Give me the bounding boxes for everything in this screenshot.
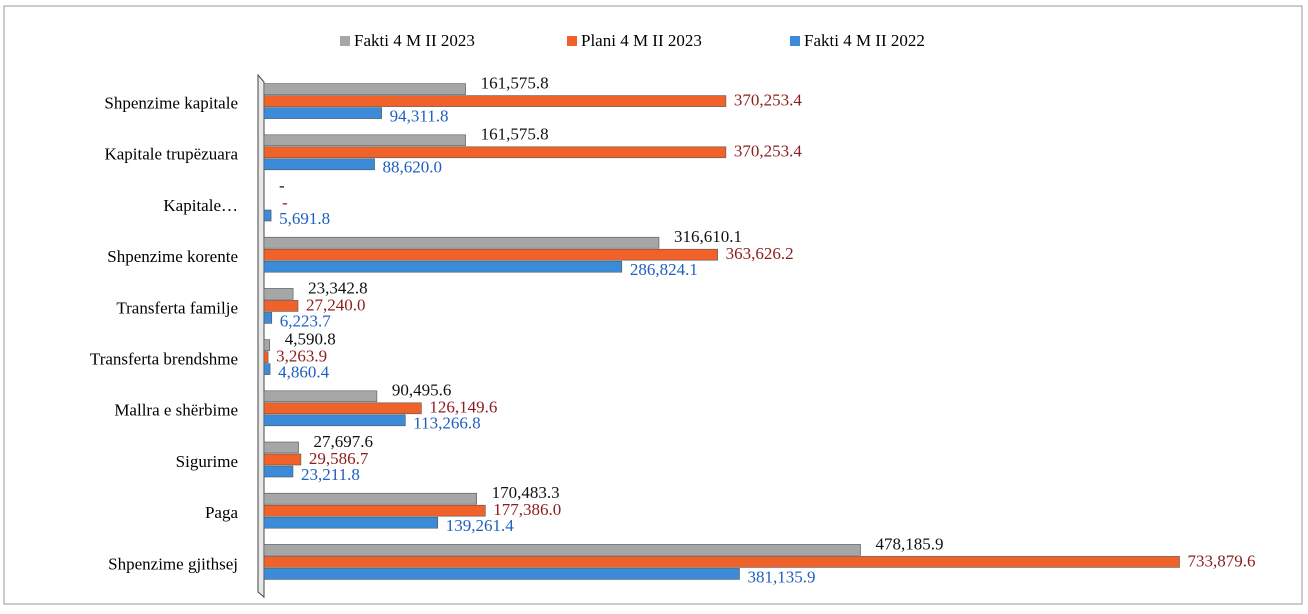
bar: [263, 146, 727, 159]
value-label: 23,211.8: [301, 465, 360, 484]
value-label: -: [282, 193, 288, 212]
category-label: Transferta brendshme: [90, 350, 238, 369]
bar: [263, 441, 299, 454]
bar: [263, 300, 299, 312]
category-label: Paga: [205, 503, 239, 522]
value-label: 161,575.8: [481, 74, 549, 93]
value-label: 4,590.8: [285, 330, 336, 349]
bar: [263, 390, 378, 403]
legend-swatch: [567, 36, 577, 46]
value-label: 27,240.0: [306, 295, 366, 314]
bar: [263, 83, 466, 95]
bar: [263, 465, 294, 478]
bar: [263, 556, 1180, 568]
category-label: Kapitale trupëzuara: [104, 145, 238, 164]
bar: [263, 312, 273, 324]
value-label: 88,620.0: [383, 158, 443, 177]
value-label: 316,610.1: [674, 227, 742, 246]
category-label: Shpenzime kapitale: [104, 94, 238, 113]
value-label: 94,311.8: [390, 107, 449, 126]
value-label: 381,135.9: [747, 567, 815, 586]
value-label: 27,697.6: [314, 432, 374, 451]
bar: [263, 288, 294, 300]
bar: [263, 504, 486, 517]
value-label: 478,185.9: [876, 534, 944, 553]
value-label: 113,266.8: [413, 414, 480, 433]
bar: [263, 516, 439, 529]
legend-swatch: [340, 36, 350, 46]
bar: [263, 453, 302, 466]
bar: [263, 414, 406, 427]
bar: [263, 351, 269, 363]
category-label: Kapitale…: [163, 196, 238, 215]
bar: [263, 95, 727, 107]
bar: [263, 492, 477, 505]
bar: [263, 248, 718, 261]
bar: [263, 544, 861, 556]
bar: [263, 363, 271, 375]
value-label: 3,263.9: [276, 347, 327, 366]
bar: [263, 339, 271, 351]
value-label: 363,626.2: [726, 244, 794, 263]
value-label: 733,879.6: [1188, 551, 1256, 570]
bar: [263, 209, 272, 222]
category-label: Sigurime: [176, 452, 238, 471]
value-label: 90,495.6: [392, 381, 452, 400]
category-label: Mallra e shërbime: [114, 401, 238, 420]
bar: [263, 158, 375, 171]
value-label: 6,223.7: [280, 311, 332, 330]
value-label: 177,386.0: [493, 500, 561, 519]
value-label: 161,575.8: [481, 125, 549, 144]
bar: [263, 402, 422, 415]
value-label: 126,149.6: [429, 398, 497, 417]
bar: [263, 568, 740, 580]
legend-label: Fakti 4 M II 2022: [804, 31, 925, 50]
value-label: 370,253.4: [734, 91, 803, 110]
axis-wall: [257, 73, 265, 599]
value-label: 5,691.8: [279, 209, 330, 228]
value-label: 4,860.4: [278, 363, 330, 382]
value-label: -: [279, 176, 285, 195]
bar: [263, 236, 660, 249]
bar: [263, 134, 466, 147]
value-label: 139,261.4: [446, 516, 515, 535]
value-label: 23,342.8: [308, 278, 368, 297]
value-label: 370,253.4: [734, 142, 803, 161]
value-label: 286,824.1: [630, 260, 698, 279]
category-label: Shpenzime gjithsej: [108, 554, 238, 573]
value-label: 170,483.3: [492, 483, 560, 502]
legend-label: Plani 4 M II 2023: [581, 31, 702, 50]
category-label: Shpenzime korente: [107, 247, 238, 266]
legend-label: Fakti 4 M II 2023: [354, 31, 475, 50]
category-label: Transferta familje: [116, 298, 238, 317]
value-label: 29,586.7: [309, 449, 369, 468]
bar: [263, 260, 623, 273]
bar: [263, 107, 382, 119]
legend-swatch: [790, 36, 800, 46]
